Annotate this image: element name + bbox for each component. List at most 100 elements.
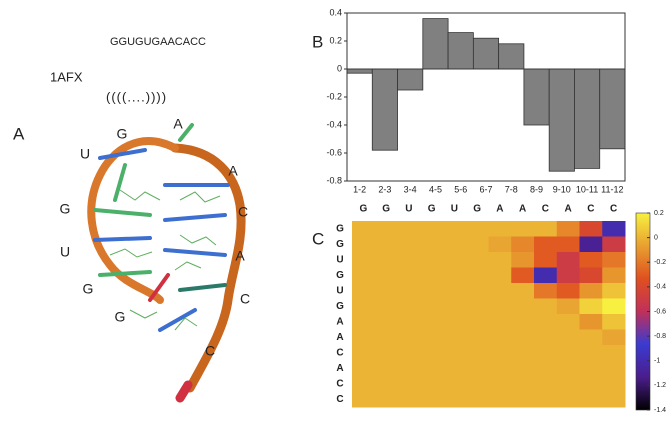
heatmap-cell	[375, 314, 398, 330]
column-label: G	[428, 204, 436, 215]
heatmap-cell	[557, 268, 580, 284]
heatmap-cell	[398, 221, 421, 237]
heatmap-cell	[580, 268, 603, 284]
x-tick-label: 10-11	[576, 184, 598, 194]
heatmap-cell	[489, 392, 512, 408]
heatmap-cell	[489, 361, 512, 377]
heatmap-cell	[466, 330, 489, 346]
sequence: GGUGUGAACACC	[110, 36, 206, 48]
heatmap-cell	[398, 345, 421, 361]
heatmap-cell	[557, 299, 580, 315]
column-label: A	[565, 204, 572, 215]
heatmap-cell	[602, 237, 625, 253]
heatmap-cell	[511, 237, 534, 253]
x-tick-label: 9-10	[553, 184, 571, 194]
nucleotide-label: U	[80, 146, 90, 162]
heatmap-cell	[398, 392, 421, 408]
heatmap-cell	[352, 330, 375, 346]
heatmap-cell	[489, 314, 512, 330]
heatmap-cell	[375, 237, 398, 253]
pdb-id: 1AFX	[50, 69, 83, 84]
y-tick-label: -0.6	[326, 147, 342, 157]
heatmap-cell	[398, 299, 421, 315]
heatmap-cell	[443, 283, 466, 299]
heatmap-cell	[580, 330, 603, 346]
heatmap-cell	[534, 237, 557, 253]
column-label: C	[542, 204, 549, 215]
heatmap-cell	[602, 299, 625, 315]
heatmap-cell	[466, 361, 489, 377]
heatmap-cell	[534, 376, 557, 392]
heatmap-cell	[398, 314, 421, 330]
bar	[448, 33, 473, 69]
nucleotide-label: A	[235, 248, 245, 264]
x-tick-label: 2-3	[378, 184, 391, 194]
heatmap-cell	[557, 283, 580, 299]
heatmap-cell	[375, 283, 398, 299]
heatmap-cell	[580, 376, 603, 392]
nucleotide-label: G	[115, 309, 126, 325]
heatmap-cell	[352, 345, 375, 361]
y-tick-label: 0.2	[329, 35, 342, 45]
heatmap-cell	[580, 314, 603, 330]
y-tick-label: -0.4	[326, 119, 342, 129]
heatmap-cell	[534, 314, 557, 330]
column-label: G	[359, 204, 367, 215]
heatmap-cell	[420, 361, 443, 377]
heatmap-cell	[511, 345, 534, 361]
heatmap-cell	[489, 252, 512, 268]
x-tick-label: 7-8	[505, 184, 518, 194]
heatmap-cell	[443, 361, 466, 377]
y-tick-label: -0.2	[326, 91, 342, 101]
heatmap-cell	[398, 268, 421, 284]
heatmap-cell	[443, 345, 466, 361]
column-label: A	[496, 204, 503, 215]
heatmap-cell	[352, 221, 375, 237]
heatmap-cell	[443, 314, 466, 330]
heatmap-cell	[375, 299, 398, 315]
column-label: G	[473, 204, 481, 215]
heatmap-cell	[466, 345, 489, 361]
heatmap-cell	[420, 252, 443, 268]
heatmap-cell	[466, 283, 489, 299]
heatmap-cell	[602, 392, 625, 408]
heatmap-cell	[511, 376, 534, 392]
heatmap-cell	[557, 330, 580, 346]
heatmap-cell	[602, 345, 625, 361]
heatmap-cell	[602, 252, 625, 268]
heatmap-cell	[398, 376, 421, 392]
heatmap-cell	[511, 268, 534, 284]
heatmap-cell	[466, 268, 489, 284]
heatmap-cell	[443, 330, 466, 346]
row-label: A	[336, 316, 343, 327]
nucleotide-label: A	[228, 163, 238, 179]
heatmap-cell	[511, 283, 534, 299]
column-label: U	[405, 204, 412, 215]
heatmap-cell	[580, 299, 603, 315]
nucleotide-label: G	[60, 201, 71, 217]
heatmap-cell	[580, 221, 603, 237]
heatmap-cell	[466, 237, 489, 253]
heatmap-cell	[557, 392, 580, 408]
heatmap-cell	[489, 283, 512, 299]
heatmap-cell	[580, 283, 603, 299]
heatmap-cell	[557, 252, 580, 268]
panel-label: A	[13, 124, 25, 143]
colorbar-tick-label: -1.4	[654, 407, 666, 414]
heatmap-cell	[466, 392, 489, 408]
heatmap-cell	[420, 314, 443, 330]
heatmap-cell	[398, 237, 421, 253]
heatmap-cell	[352, 392, 375, 408]
heatmap-cell	[352, 268, 375, 284]
heatmap-cell	[375, 252, 398, 268]
heatmap-cell	[580, 392, 603, 408]
heatmap-cell	[466, 314, 489, 330]
column-label: C	[610, 204, 617, 215]
heatmap-cell	[557, 314, 580, 330]
heatmap-cell	[420, 283, 443, 299]
bar	[347, 69, 372, 73]
heatmap-cell	[511, 221, 534, 237]
bar	[600, 69, 625, 149]
heatmap-cell	[443, 252, 466, 268]
colorbar-tick-label: -1.2	[654, 382, 666, 389]
